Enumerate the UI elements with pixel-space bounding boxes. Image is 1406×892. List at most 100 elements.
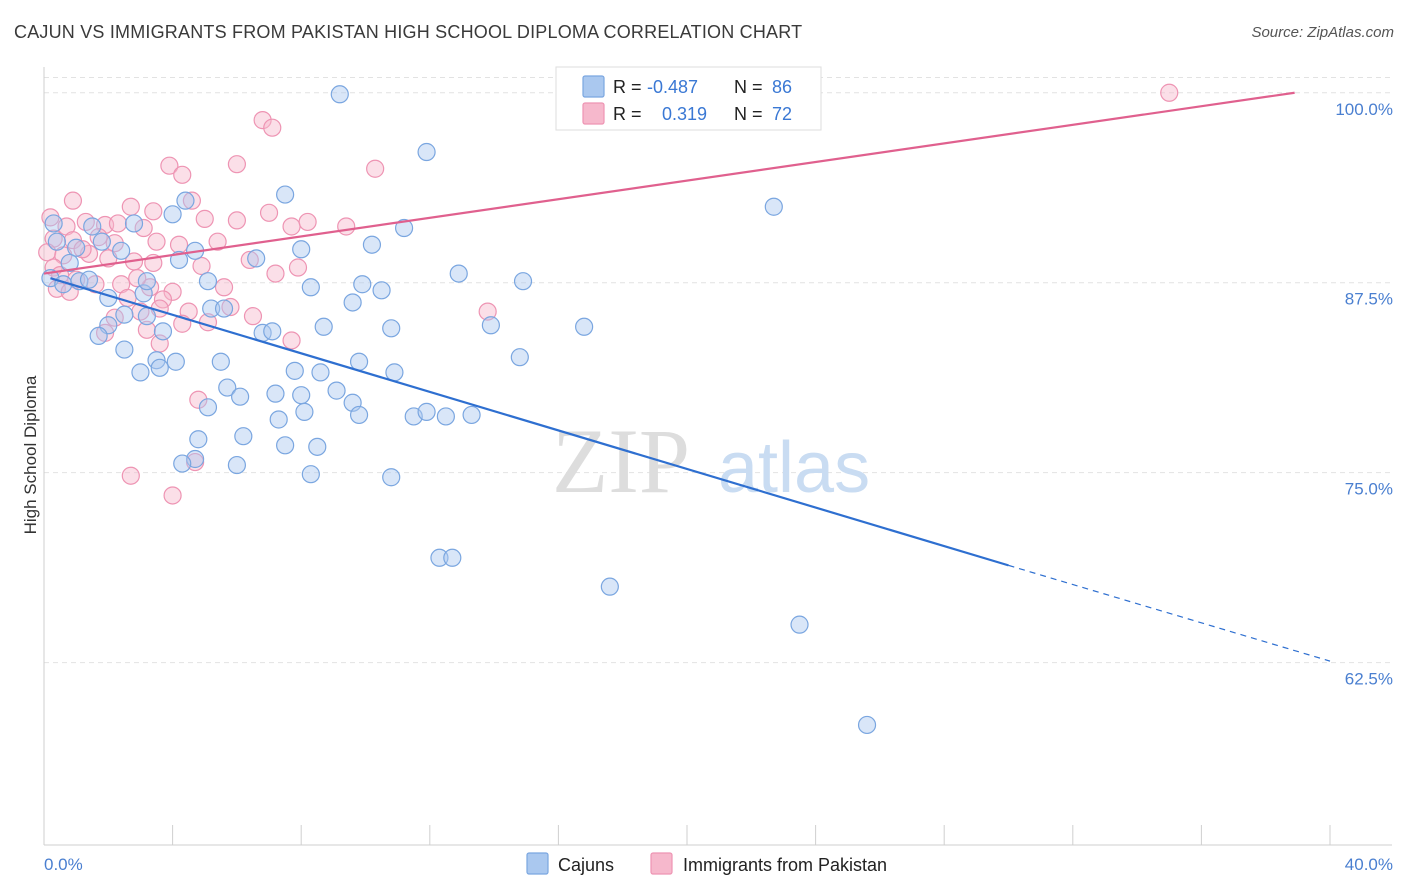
cajun-point (292, 240, 311, 259)
cajun-point (92, 232, 111, 251)
cajun-point (764, 197, 783, 216)
cajun-point (276, 436, 295, 455)
pakistan-point (221, 297, 240, 317)
legend-swatch-pakistan (582, 102, 605, 125)
cajun-point (115, 340, 134, 359)
pakistan-point (337, 217, 356, 236)
trend-lines (43, 91, 1331, 662)
y-tick-labels: 62.5% 75.0% 87.5% 100.0% (1335, 100, 1393, 689)
cajun-point (430, 548, 449, 567)
pakistan-point (134, 218, 153, 238)
axes (43, 67, 1392, 846)
legend-n-value-2: 72 (772, 104, 792, 124)
cajun-point (857, 715, 877, 735)
cajun-point (198, 398, 218, 417)
cajun-point (417, 402, 436, 421)
cajun-point (234, 427, 253, 446)
cajun-point (176, 191, 195, 210)
pakistan-point (214, 278, 234, 297)
cajun-point (382, 468, 401, 487)
x-tick-labels: 0.0% 40.0% (44, 855, 1393, 874)
watermark: ZIP atlas (552, 410, 870, 512)
pakistan-point (288, 258, 308, 277)
watermark-atlas: atlas (718, 428, 870, 508)
cajun-point (247, 249, 266, 268)
pakistan-point (121, 466, 140, 485)
pakistan-point (240, 250, 259, 270)
cajun-point (124, 214, 144, 233)
cajun-point (189, 430, 208, 449)
watermark-zip: ZIP (552, 410, 690, 512)
y-tick-label-2: 87.5% (1345, 290, 1393, 309)
cajun-point (67, 238, 86, 257)
legend-n-label-2: N = (734, 104, 763, 124)
cajun-point (311, 363, 330, 382)
cajun-point (60, 253, 79, 273)
cajun-point (227, 455, 246, 475)
cajun-point (510, 348, 529, 367)
cajun-point (83, 217, 102, 236)
cajun-point (443, 548, 462, 567)
cajun-point (349, 352, 369, 371)
pakistan-point (253, 111, 272, 130)
cajun-point (343, 293, 362, 312)
pakistan-point (189, 390, 208, 409)
cajun-point (150, 358, 169, 377)
cajun-point (214, 299, 234, 318)
cajun-point (436, 407, 455, 426)
pakistan-point (478, 302, 497, 321)
pakistan-point (147, 232, 166, 251)
pakistan-point (137, 320, 156, 339)
cajun-point (44, 214, 63, 233)
pakistan-point (243, 307, 263, 326)
cajun-point (362, 235, 382, 254)
cajun-points (41, 85, 877, 735)
bottom-legend: Cajuns Immigrants from Pakistan (526, 852, 887, 875)
cajun-point (301, 465, 320, 484)
cajun-point (211, 352, 230, 371)
pakistan-point (108, 214, 128, 233)
pakistan-point (163, 282, 182, 301)
cajun-point (79, 270, 99, 289)
chart-title: CAJUN VS IMMIGRANTS FROM PAKISTAN HIGH S… (14, 22, 803, 42)
pakistan-point (227, 155, 246, 174)
pakistan-point (73, 240, 92, 259)
pakistan-point (182, 191, 201, 210)
pakistan-point (227, 211, 246, 230)
cajun-point (163, 205, 182, 224)
cajun-point (295, 402, 314, 421)
cajun-point (308, 437, 327, 456)
x-tick-label-1: 40.0% (1345, 855, 1393, 874)
cajun-point (198, 272, 218, 291)
bottom-legend-label-pakistan: Immigrants from Pakistan (683, 855, 887, 875)
cajun-point (266, 384, 285, 403)
grid-lines (44, 77, 1392, 664)
cajun-point (349, 405, 369, 425)
cajun-point (218, 378, 237, 397)
cajun-point (112, 241, 131, 260)
pakistan-trend-line (43, 91, 1295, 275)
y-axis-label: High School Diploma (21, 375, 40, 534)
cajun-point (231, 387, 250, 406)
pakistan-point (366, 159, 385, 178)
cajun-point (137, 307, 156, 326)
cajun-point (449, 264, 468, 283)
legend-r-value-2: 0.319 (662, 104, 707, 124)
pakistan-point (266, 264, 285, 283)
pakistan-point (282, 217, 301, 236)
legend-n-value-1: 86 (772, 77, 792, 97)
cajun-point (153, 322, 173, 341)
cajun-point (276, 185, 295, 204)
cajun-point (513, 272, 533, 291)
pakistan-point (259, 203, 279, 222)
cajun-point (131, 363, 150, 382)
cajun-point (173, 454, 192, 473)
legend-r-label-2: R = (613, 104, 642, 124)
cajun-point (353, 275, 372, 294)
legend-n-label-1: N = (734, 77, 763, 97)
pakistan-point (1160, 83, 1179, 102)
legend-swatch-cajun (582, 75, 605, 98)
cajun-point (292, 386, 311, 405)
cajun-point (385, 363, 404, 382)
